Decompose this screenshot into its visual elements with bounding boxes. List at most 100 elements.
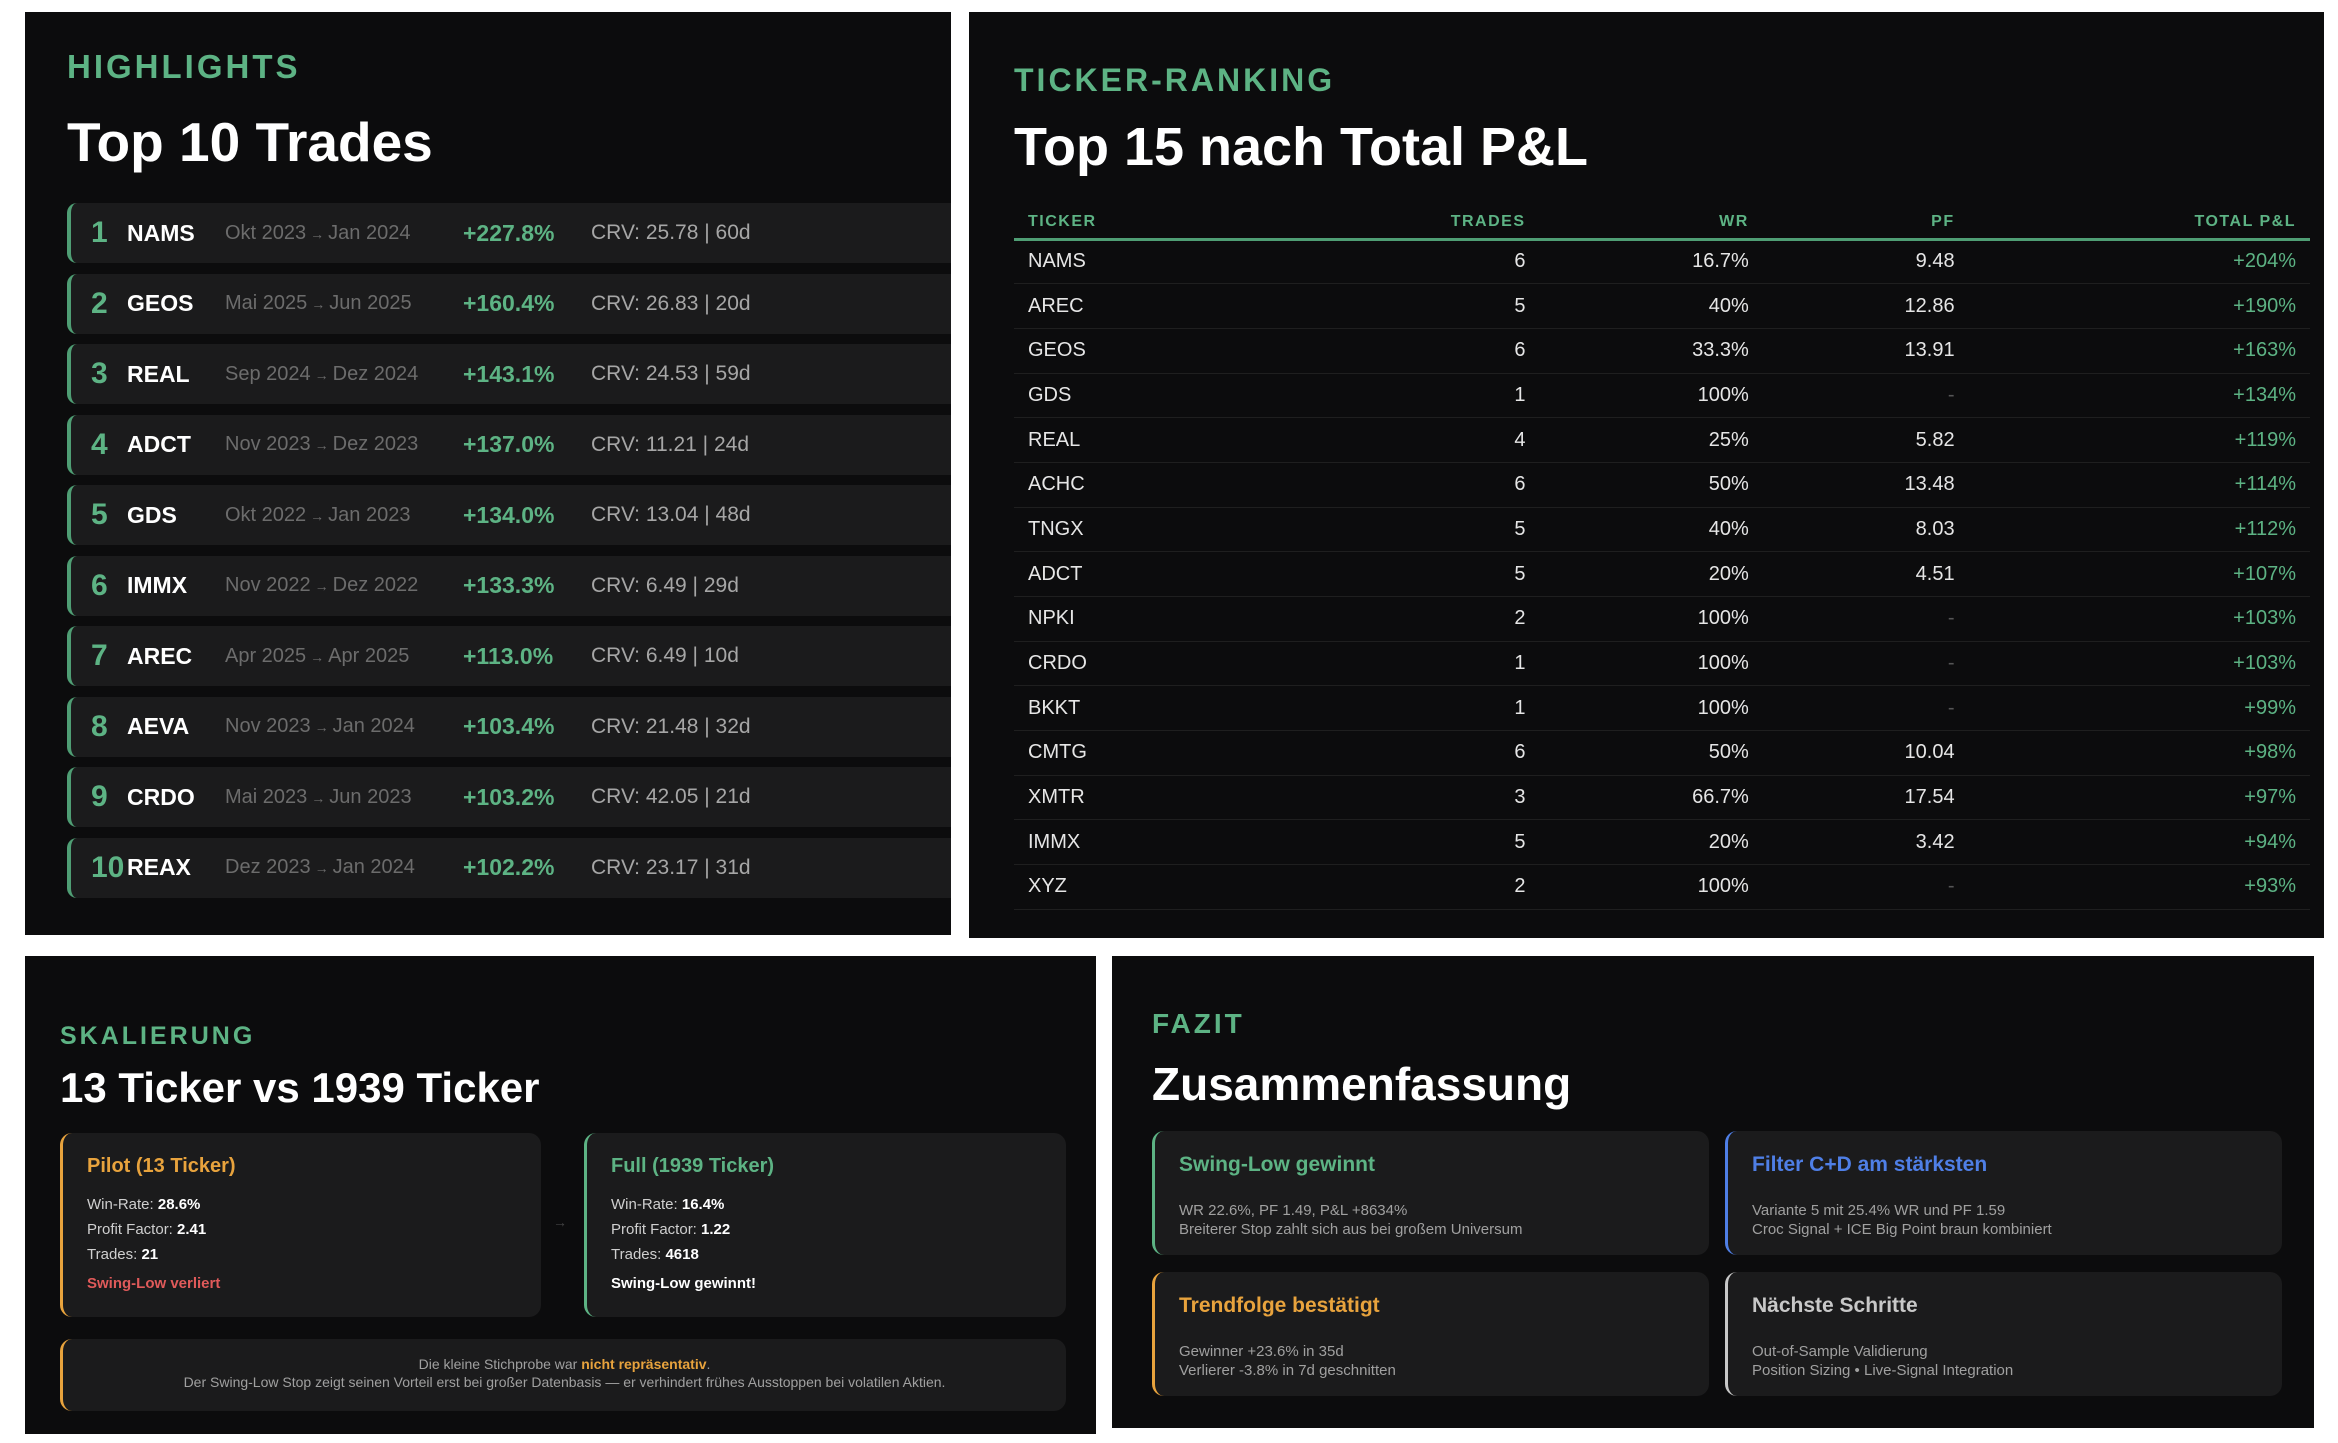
full-winrate: Win-Rate: 16.4% [611, 1196, 725, 1213]
trade-return: +227.8% [463, 219, 555, 246]
trade-dates: Sep 2024 → Dez 2024 [225, 362, 419, 385]
full-card: Full (1939 Ticker) Win-Rate: 16.4% Profi… [584, 1133, 1066, 1317]
table-cell: 6 [1268, 239, 1540, 285]
trade-return: +143.1% [463, 360, 555, 387]
trade-crv: CRV: 6.49 | 10d [591, 644, 739, 667]
table-cell: - [1762, 864, 1969, 910]
table-cell: TNGX [1014, 507, 1269, 553]
arrow-icon: → [314, 719, 329, 735]
section-kicker: TICKER-RANKING [1014, 62, 1336, 98]
table-cell: 50% [1539, 730, 1763, 776]
table-cell: 33.3% [1539, 328, 1763, 374]
table-cell: 5 [1268, 283, 1540, 329]
column-header[interactable]: TICKER [1014, 207, 1269, 241]
full-title: Full (1939 Ticker) [611, 1155, 775, 1177]
table-cell: +134% [1968, 373, 2310, 419]
arrow-icon: → [310, 225, 325, 242]
summary-card-line: Out-of-Sample Validierung [1752, 1343, 1928, 1360]
arrow-icon: → [314, 578, 329, 594]
table-row: NPKI 2 100% - +103% [1014, 596, 2310, 642]
column-header[interactable]: PF [1762, 207, 1969, 241]
table-row: REAL 4 25% 5.82 +119% [1014, 417, 2310, 463]
full-verdict: Swing-Low gewinnt! [611, 1275, 756, 1292]
summary-card-line: Verlierer -3.8% in 7d geschnitten [1179, 1362, 1396, 1379]
trade-rank: 2 [91, 286, 108, 320]
trade-ticker: GDS [127, 501, 177, 528]
trade-crv: CRV: 24.53 | 59d [591, 362, 751, 385]
summary-card-line: Variante 5 mit 25.4% WR und PF 1.59 [1752, 1202, 2006, 1219]
trade-rank: 3 [91, 357, 108, 390]
table-cell: +97% [1968, 775, 2310, 821]
table-row: ACHC 6 50% 13.48 +114% [1014, 462, 2310, 508]
summary-card-title: Swing-Low gewinnt [1179, 1153, 1375, 1176]
trade-row: 9 CRDO Mai 2023 → Jun 2023 +103.2% CRV: 42… [67, 767, 951, 827]
table-cell: 100% [1539, 685, 1763, 732]
table-cell: 20% [1539, 819, 1763, 866]
column-header[interactable]: WR [1539, 207, 1763, 241]
table-cell: AREC [1014, 283, 1269, 329]
table-cell: +204% [1968, 239, 2310, 285]
table-cell: 17.54 [1762, 775, 1969, 821]
trade-ticker: GEOS [127, 290, 194, 316]
trade-dates: Nov 2023 → Dez 2023 [225, 433, 419, 455]
table-cell: +93% [1968, 864, 2310, 910]
trade-ticker: CRDO [127, 783, 195, 810]
table-row: IMMX 5 20% 3.42 +94% [1014, 819, 2310, 866]
top-trades-panel: HIGHLIGHTS Top 10 Trades 1 NAMS Okt 2023… [25, 12, 951, 935]
table-cell: 4.51 [1762, 551, 1969, 597]
table-cell: 5.82 [1762, 417, 1969, 463]
table-cell: 3 [1268, 775, 1540, 821]
table-cell: 10.04 [1762, 730, 1969, 776]
column-header[interactable]: TOTAL P&L [1968, 207, 2310, 241]
column-header[interactable]: TRADES [1268, 207, 1540, 241]
arrow-icon: → [310, 648, 325, 665]
table-cell: 3.42 [1762, 819, 1969, 866]
trade-ticker: ADCT [127, 431, 191, 457]
fazit-panel: FAZIT Zusammenfassung Swing-Low gewinnt … [1112, 956, 2314, 1428]
table-row: AREC 5 40% 12.86 +190% [1014, 283, 2310, 329]
table-cell: +103% [1968, 596, 2310, 642]
trade-ticker: AEVA [127, 713, 190, 739]
summary-card-line: Croc Signal + ICE Big Point braun kombin… [1752, 1221, 2052, 1238]
summary-card-title: Trendfolge bestätigt [1179, 1294, 1380, 1317]
scaling-panel: SKALIERUNG 13 Ticker vs 1939 Ticker Pilo… [25, 956, 1096, 1434]
table-row: CMTG 6 50% 10.04 +98% [1014, 730, 2310, 776]
trade-dates: Apr 2025 → Apr 2025 [225, 644, 410, 667]
table-cell: 100% [1539, 596, 1763, 642]
arrow-icon: → [311, 296, 326, 312]
table-cell: IMMX [1014, 819, 1269, 866]
table-row: ADCT 5 20% 4.51 +107% [1014, 551, 2310, 597]
table-cell: 13.48 [1762, 462, 1969, 508]
table-cell: 6 [1268, 730, 1540, 776]
table-cell: +119% [1968, 417, 2310, 463]
arrow-icon: → [553, 1214, 567, 1230]
table-row: CRDO 1 100% - +103% [1014, 641, 2310, 687]
table-cell: +98% [1968, 730, 2310, 776]
table-cell: 1 [1268, 373, 1540, 419]
trade-ticker: AREC [127, 642, 193, 669]
table-cell: GDS [1014, 373, 1269, 419]
trade-return: +103.4% [463, 713, 555, 739]
pilot-trades: Trades: 21 [87, 1246, 159, 1263]
table-cell: BKKT [1014, 685, 1269, 732]
pilot-verdict: Swing-Low verliert [87, 1275, 221, 1292]
table-cell: 40% [1539, 283, 1763, 329]
trade-row: 3 REAL Sep 2024 → Dez 2024 +143.1% CRV: 24… [67, 344, 951, 404]
table-cell: ADCT [1014, 551, 1269, 597]
table-cell: 4 [1268, 417, 1540, 463]
trade-dates: Dez 2023 → Jan 2024 [225, 856, 415, 878]
section-kicker: SKALIERUNG [60, 1022, 256, 1050]
table-cell: 50% [1539, 462, 1763, 508]
table-row: NAMS 6 16.7% 9.48 +204% [1014, 239, 2310, 285]
summary-card-line: WR 22.6%, PF 1.49, P&L +8634% [1179, 1202, 1408, 1219]
trade-crv: CRV: 13.04 | 48d [591, 503, 751, 526]
table-cell: 20% [1539, 551, 1763, 597]
section-title: Top 10 Trades [67, 111, 433, 173]
table-cell: 66.7% [1539, 775, 1763, 821]
table-cell: 2 [1268, 864, 1540, 910]
summary-card: Trendfolge bestätigt Gewinner +23.6% in … [1152, 1272, 1709, 1396]
ticker-ranking-panel: TICKER-RANKING Top 15 nach Total P&L TIC… [969, 12, 2324, 938]
table-cell: 100% [1539, 864, 1763, 910]
table-cell: 5 [1268, 551, 1540, 597]
arrow-icon: → [314, 437, 329, 453]
